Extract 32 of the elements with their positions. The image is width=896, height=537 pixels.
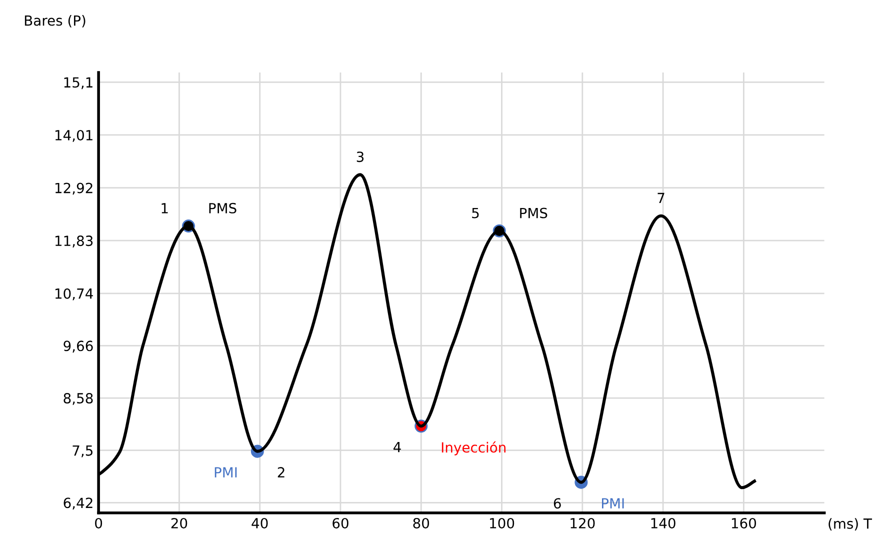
annotation: PMS: [209, 202, 236, 214]
y-tick-label: 7,5: [72, 445, 92, 458]
x-tick-label: 60: [332, 518, 348, 528]
y-tick-label: 10,74: [55, 288, 93, 300]
y-tick-label: 6,42: [64, 498, 92, 510]
annotation: 5: [472, 208, 479, 218]
x-tick-label: 20: [171, 518, 188, 528]
annotation: 7: [658, 192, 664, 204]
y-tick-label: 15,1: [64, 77, 92, 90]
annotation: 3: [356, 152, 364, 162]
annotation: 1: [162, 203, 168, 214]
x-tick-label: 0: [95, 518, 102, 528]
x-tick-label: 100: [490, 518, 514, 528]
annotation: Inyección: [442, 441, 506, 456]
annotation: 6: [554, 498, 561, 509]
x-axis-title: (ms) T: [828, 518, 872, 531]
x-tick-label: 120: [570, 518, 595, 528]
annotation: 4: [394, 442, 401, 452]
x-tick-label: 140: [651, 518, 676, 528]
y-tick-label: 11,83: [55, 236, 93, 248]
y-tick-label: 8,58: [64, 392, 93, 405]
y-tick-label: 9,66: [64, 340, 93, 353]
y-axis-title: Bares (P): [24, 15, 86, 28]
x-tick-label: 80: [413, 518, 430, 528]
x-tick-label: 40: [252, 518, 268, 528]
y-tick-label: 12,92: [55, 182, 92, 195]
x-tick-label: 160: [732, 518, 756, 528]
annotation: PMI: [602, 498, 624, 508]
annotation: PMI: [214, 467, 237, 478]
annotation: PMS: [520, 208, 548, 218]
y-tick-label: 14,01: [55, 130, 92, 142]
annotation: 2: [278, 467, 284, 478]
